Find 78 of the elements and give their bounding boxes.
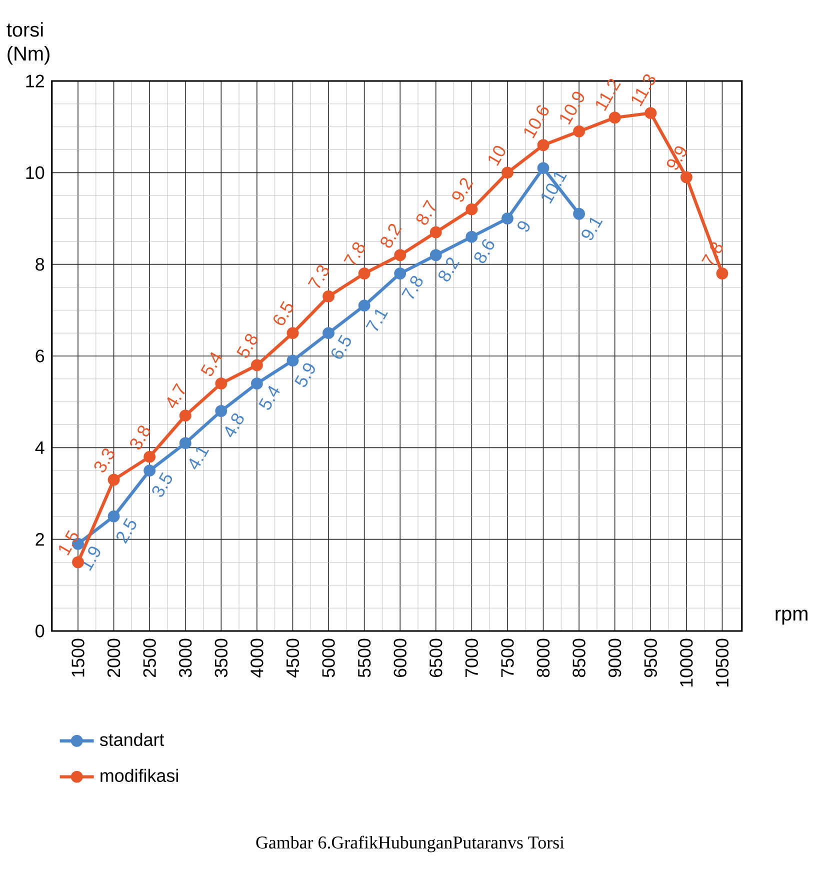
data-label: 3.8 xyxy=(130,426,150,450)
data-label: 8.2 xyxy=(380,224,402,248)
data-label: 2.5 xyxy=(116,518,136,544)
x-tick-label: 8000 xyxy=(536,638,550,678)
point xyxy=(430,226,442,238)
y-tick-label: 10 xyxy=(26,166,44,180)
data-label: 1.5 xyxy=(59,530,78,556)
x-tick-label: 9500 xyxy=(644,638,657,678)
point xyxy=(215,378,228,390)
point xyxy=(179,410,192,422)
x-tick-label: 6500 xyxy=(430,638,442,678)
y-tick-label: 12 xyxy=(26,74,44,88)
x-tick-label: 5000 xyxy=(322,638,335,678)
y-tick-label: 0 xyxy=(36,624,44,638)
x-tick-label: 7000 xyxy=(465,638,478,678)
x-axis-title: rpm xyxy=(776,610,808,625)
legend-label: modifikasi xyxy=(100,768,178,782)
x-tick-label: 9000 xyxy=(608,638,622,678)
data-label: 5.8 xyxy=(236,334,258,358)
point xyxy=(644,107,657,120)
data-label: 4.1 xyxy=(189,446,210,470)
point xyxy=(501,166,514,179)
data-label: 8.6 xyxy=(474,239,494,264)
data-label: 6.5 xyxy=(331,334,351,359)
point xyxy=(144,450,156,463)
point xyxy=(394,249,406,262)
x-tick-label: 10500 xyxy=(716,638,729,687)
x-tick-label: 8500 xyxy=(572,638,586,678)
point xyxy=(250,359,263,372)
x-tick-label: 10000 xyxy=(680,638,693,687)
data-label: 5.9 xyxy=(294,363,315,387)
point xyxy=(501,212,514,224)
point xyxy=(322,290,334,302)
point xyxy=(608,112,621,124)
x-tick-label: 6000 xyxy=(394,638,406,678)
data-label: 4.7 xyxy=(167,383,185,408)
point xyxy=(286,327,299,340)
x-tick-label: 7500 xyxy=(501,638,514,678)
point xyxy=(108,474,120,486)
data-label: 8.2 xyxy=(438,258,460,282)
x-tick-label: 5500 xyxy=(358,638,371,678)
y-tick-label: 4 xyxy=(35,441,44,454)
data-label: 9.9 xyxy=(666,146,687,170)
x-tick-label: 4000 xyxy=(250,638,264,678)
y-tick-label: 8 xyxy=(36,258,44,271)
point xyxy=(573,125,586,138)
point xyxy=(466,203,478,216)
data-label: 9 xyxy=(518,221,530,232)
data-label: 9.1 xyxy=(582,218,603,240)
text: Gambar 6.GrafikHubunganPutaranvs Torsi xyxy=(256,836,564,852)
x-tick-label: 4500 xyxy=(286,638,300,678)
point xyxy=(358,268,370,280)
data-label: 8.7 xyxy=(416,200,436,225)
point xyxy=(716,268,728,280)
data-label: 10 xyxy=(488,146,506,166)
x-tick-label: 2000 xyxy=(107,638,120,678)
point xyxy=(179,437,192,450)
data-label: 5.4 xyxy=(258,386,280,410)
point xyxy=(537,139,550,152)
data-label: 7.1 xyxy=(366,309,388,331)
y-tick-label: 2 xyxy=(36,533,44,546)
x-tick-label: 2500 xyxy=(143,638,156,678)
data-label: 7.8 xyxy=(402,276,423,299)
data-label: 7.3 xyxy=(308,265,329,288)
data-label: 4.8 xyxy=(225,413,244,438)
y-tick-label: 6 xyxy=(36,350,44,362)
x-tick-label: 3000 xyxy=(179,638,192,678)
data-label: 5.4 xyxy=(200,352,222,376)
point xyxy=(680,171,692,184)
legend-label: standart xyxy=(100,732,164,746)
data-label: 3.3 xyxy=(94,448,114,472)
data-label: 7.8 xyxy=(344,242,365,266)
data-label: 3.5 xyxy=(152,472,172,497)
x-tick-label: 3500 xyxy=(214,638,228,678)
data-label: 9.2 xyxy=(452,178,474,202)
x-tick-label: 1500 xyxy=(72,638,84,677)
data-label: 6.5 xyxy=(274,301,294,326)
y-axis-title: torsi (Nm) xyxy=(6,22,50,65)
